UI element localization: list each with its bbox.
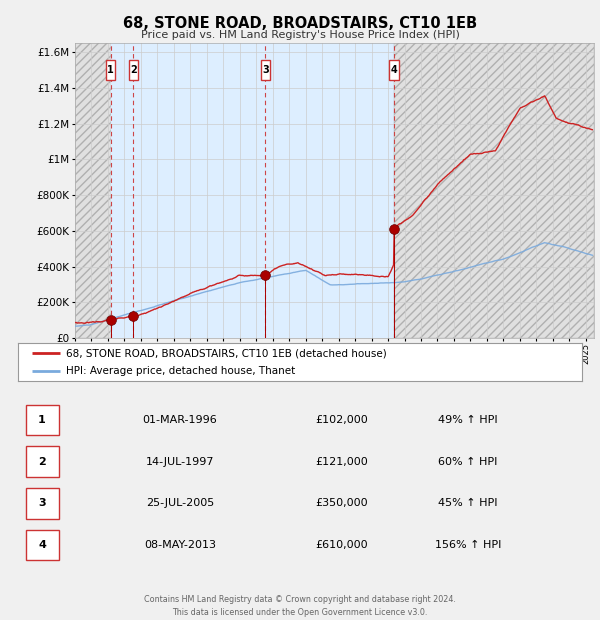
Text: 2: 2 [130,65,137,75]
Text: HPI: Average price, detached house, Thanet: HPI: Average price, detached house, Than… [66,366,295,376]
Text: 3: 3 [262,65,269,75]
Bar [111,43,133,338]
Text: 3: 3 [38,498,46,508]
Bar [75,43,111,338]
Text: £121,000: £121,000 [316,457,368,467]
Text: 68, STONE ROAD, BROADSTAIRS, CT10 1EB: 68, STONE ROAD, BROADSTAIRS, CT10 1EB [123,16,477,30]
FancyBboxPatch shape [129,60,138,80]
Text: 45% ↑ HPI: 45% ↑ HPI [438,498,498,508]
FancyBboxPatch shape [26,529,59,560]
Text: 2: 2 [38,457,46,467]
Bar [265,43,394,338]
Bar [394,43,594,338]
FancyBboxPatch shape [389,60,398,80]
FancyBboxPatch shape [261,60,270,80]
FancyBboxPatch shape [26,446,59,477]
FancyBboxPatch shape [26,405,59,435]
Text: 01-MAR-1996: 01-MAR-1996 [143,415,217,425]
Text: £350,000: £350,000 [316,498,368,508]
FancyBboxPatch shape [26,488,59,519]
Text: 156% ↑ HPI: 156% ↑ HPI [435,540,501,550]
Text: £610,000: £610,000 [316,540,368,550]
Text: 14-JUL-1997: 14-JUL-1997 [146,457,214,467]
Text: 4: 4 [391,65,397,75]
FancyBboxPatch shape [106,60,115,80]
Text: 25-JUL-2005: 25-JUL-2005 [146,498,214,508]
Bar [133,43,265,338]
Text: 4: 4 [38,540,46,550]
Text: 1: 1 [107,65,114,75]
Text: 60% ↑ HPI: 60% ↑ HPI [439,457,497,467]
Text: 08-MAY-2013: 08-MAY-2013 [144,540,216,550]
Text: Contains HM Land Registry data © Crown copyright and database right 2024.
This d: Contains HM Land Registry data © Crown c… [144,595,456,617]
Text: 49% ↑ HPI: 49% ↑ HPI [438,415,498,425]
Text: 68, STONE ROAD, BROADSTAIRS, CT10 1EB (detached house): 68, STONE ROAD, BROADSTAIRS, CT10 1EB (d… [66,348,386,358]
Text: 1: 1 [38,415,46,425]
Text: £102,000: £102,000 [316,415,368,425]
Text: Price paid vs. HM Land Registry's House Price Index (HPI): Price paid vs. HM Land Registry's House … [140,30,460,40]
